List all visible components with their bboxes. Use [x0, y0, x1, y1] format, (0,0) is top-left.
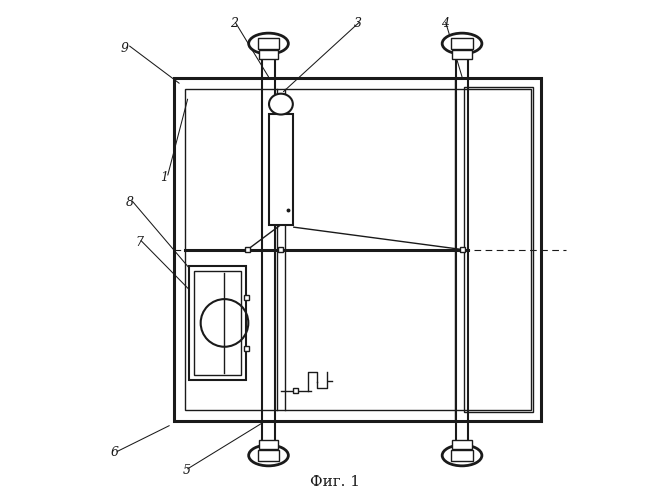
Bar	[174, 78, 541, 421]
Text: 8: 8	[125, 196, 134, 209]
Text: Фиг. 1: Фиг. 1	[311, 475, 360, 489]
Ellipse shape	[249, 33, 289, 54]
Bar	[244, 346, 249, 350]
Text: 9: 9	[121, 42, 129, 55]
FancyBboxPatch shape	[451, 450, 473, 461]
FancyBboxPatch shape	[451, 38, 473, 49]
Text: 5: 5	[183, 464, 191, 477]
Ellipse shape	[442, 33, 482, 54]
Bar	[244, 295, 249, 300]
Text: 4: 4	[441, 17, 449, 30]
Bar	[269, 114, 293, 225]
Text: 6: 6	[111, 447, 119, 460]
Text: 2: 2	[229, 17, 238, 30]
Bar	[258, 50, 278, 59]
Bar	[185, 89, 531, 410]
Bar	[245, 247, 250, 252]
Text: 3: 3	[354, 17, 362, 30]
Bar	[293, 388, 299, 393]
Bar	[278, 247, 283, 252]
Bar	[452, 50, 472, 59]
Bar	[194, 271, 241, 375]
Bar	[189, 266, 246, 380]
Text: 1: 1	[160, 171, 168, 184]
Ellipse shape	[269, 94, 293, 115]
Bar	[258, 440, 278, 449]
FancyBboxPatch shape	[258, 450, 279, 461]
Ellipse shape	[249, 445, 289, 466]
FancyBboxPatch shape	[258, 38, 279, 49]
Bar	[452, 440, 472, 449]
Ellipse shape	[442, 445, 482, 466]
Bar	[464, 87, 533, 412]
Text: 7: 7	[136, 236, 144, 249]
Bar	[460, 247, 464, 252]
